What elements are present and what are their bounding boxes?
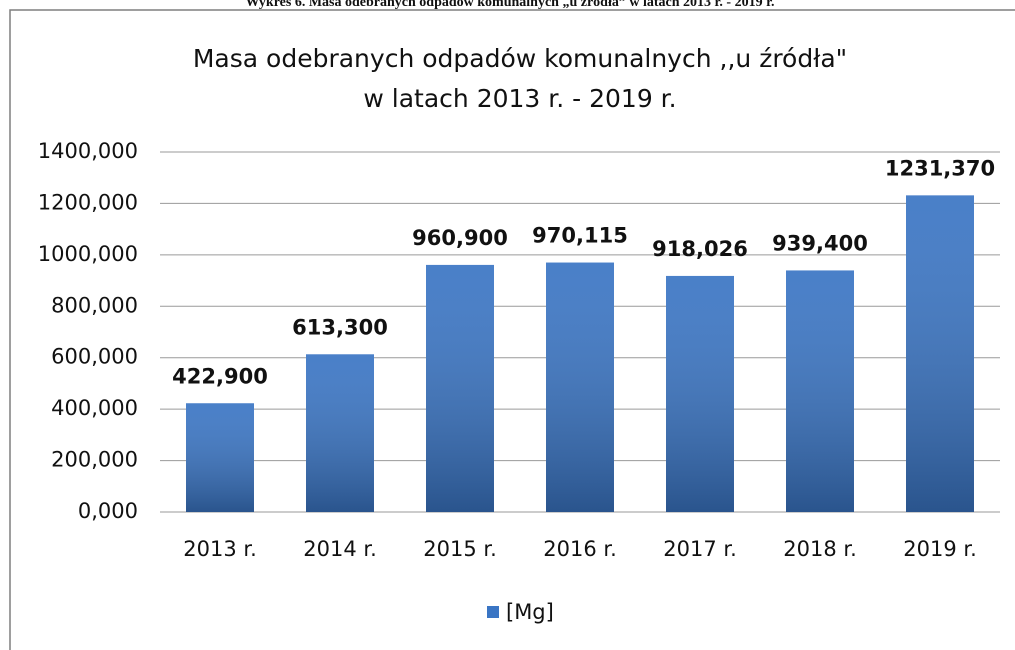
y-tick-label: 1400,000 [38, 139, 138, 163]
legend-label: [Mg] [506, 600, 554, 624]
x-tick-label: 2017 r. [663, 537, 737, 561]
y-tick-label: 200,000 [51, 448, 138, 472]
data-label: 422,900 [172, 364, 268, 388]
legend-swatch [487, 606, 499, 618]
bar [666, 275, 734, 512]
x-tick-label: 2013 r. [183, 537, 257, 561]
y-tick-label: 1200,000 [38, 190, 138, 214]
data-label: 960,900 [412, 226, 508, 250]
y-tick-label: 600,000 [51, 345, 138, 369]
caption: Wykres 6. Masa odebranych odpadów komuna… [245, 0, 774, 10]
y-tick-label: 800,000 [51, 293, 138, 317]
y-tick-label: 400,000 [51, 396, 138, 420]
bar [426, 264, 494, 512]
y-tick-label: 1000,000 [38, 242, 138, 266]
chart-title: Masa odebranych odpadów komunalnych ,,u … [193, 44, 847, 73]
data-label: 970,115 [532, 224, 628, 248]
x-tick-label: 2018 r. [783, 537, 857, 561]
x-tick-label: 2015 r. [423, 537, 497, 561]
bar [906, 195, 974, 512]
bar [306, 354, 374, 512]
bar [546, 262, 614, 512]
chart-title: w latach 2013 r. - 2019 r. [363, 84, 676, 113]
y-tick-label: 0,000 [78, 499, 138, 523]
data-label: 1231,370 [885, 156, 995, 180]
x-tick-label: 2014 r. [303, 537, 377, 561]
x-tick-label: 2016 r. [543, 537, 617, 561]
data-label: 939,400 [772, 231, 868, 255]
x-tick-label: 2019 r. [903, 537, 977, 561]
bar [186, 403, 254, 512]
data-label: 613,300 [292, 315, 388, 339]
bar [786, 270, 854, 512]
data-label: 918,026 [652, 237, 748, 261]
